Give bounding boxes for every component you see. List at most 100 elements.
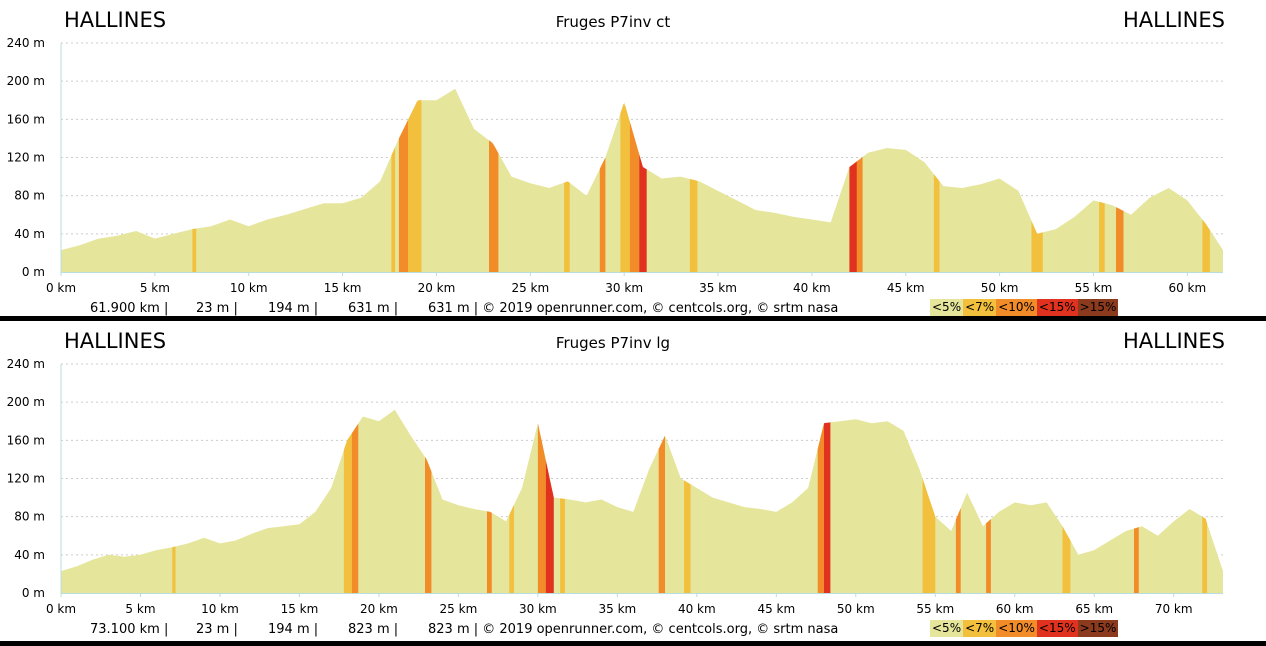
y-tick-label: 160 m: [7, 433, 45, 447]
stat-min-elevation: 23 m |: [196, 301, 238, 316]
x-tick-label: 65 km: [1075, 602, 1113, 616]
steep-segment: [1031, 221, 1043, 272]
stat-max-elevation: 194 m |: [268, 622, 319, 637]
y-tick-label: 200 m: [7, 395, 45, 409]
elevation-area: [61, 409, 1223, 593]
legend-item-lt10: <10%: [996, 620, 1037, 637]
x-tick-label: 70 km: [1155, 602, 1193, 616]
steep-segment: [922, 478, 936, 593]
stat-distance: 73.100 km |: [90, 622, 169, 637]
steep-segment: [351, 423, 359, 593]
chart-title: Fruges P7inv lg: [555, 334, 671, 352]
steep-segment: [425, 457, 432, 593]
steep-segment: [343, 433, 352, 593]
steep-segment: [689, 179, 698, 272]
x-tick-label: 0 km: [46, 602, 76, 616]
steep-segment: [537, 423, 546, 593]
steep-segment: [629, 121, 640, 272]
steep-segment: [986, 519, 991, 593]
steep-segment: [856, 157, 863, 272]
x-tick-label: 0 km: [46, 281, 76, 295]
steep-segment: [599, 157, 606, 272]
legend-item-lt7: <7%: [963, 620, 997, 637]
y-tick-label: 160 m: [7, 112, 45, 126]
steep-segment: [933, 174, 940, 272]
steep-segment: [955, 508, 961, 593]
stat-ascent: 631 m |: [348, 301, 399, 316]
steep-segment: [398, 119, 409, 272]
x-tick-label: 25 km: [440, 602, 478, 616]
x-tick-label: 60 km: [1168, 281, 1206, 295]
steep-segment: [1134, 527, 1139, 593]
steep-segment: [1202, 219, 1210, 272]
slope-legend: <5% <7% <10% <15% >15%: [930, 620, 1119, 637]
x-tick-label: 35 km: [598, 602, 636, 616]
x-tick-label: 15 km: [281, 602, 319, 616]
stat-max-elevation: 194 m |: [268, 301, 319, 316]
steep-segment: [620, 104, 630, 272]
y-tick-label: 240 m: [7, 36, 45, 50]
x-tick-label: 20 km: [360, 602, 398, 616]
legend-item-lt15: <15%: [1036, 299, 1078, 316]
x-tick-label: 25 km: [511, 281, 549, 295]
end-label: HALLINES: [1122, 8, 1225, 32]
steep-segment: [849, 161, 857, 272]
stat-distance: 61.900 km |: [90, 301, 169, 316]
legend-item-lt7: <7%: [963, 299, 997, 316]
steep-segment: [564, 181, 570, 272]
x-tick-label: 15 km: [324, 281, 362, 295]
steep-segment: [639, 154, 647, 272]
start-label: HALLINES: [64, 329, 167, 353]
legend-item-lt15: <15%: [1036, 620, 1078, 637]
steep-segment: [509, 504, 514, 593]
y-tick-label: 0 m: [22, 265, 45, 279]
steep-segment: [817, 423, 824, 593]
x-tick-label: 40 km: [793, 281, 831, 295]
steep-segment: [408, 100, 422, 272]
x-tick-label: 30 km: [605, 281, 643, 295]
stat-ascent: 823 m |: [348, 622, 399, 637]
y-tick-label: 0 m: [22, 586, 45, 600]
x-tick-label: 20 km: [418, 281, 456, 295]
steep-segment: [489, 140, 499, 272]
stat-descent-credits: 823 m | © 2019 openrunner.com, © centcol…: [428, 622, 839, 637]
steep-segment: [1116, 207, 1124, 272]
start-label: HALLINES: [64, 8, 167, 32]
stat-descent-credits: 631 m | © 2019 openrunner.com, © centcol…: [428, 301, 839, 316]
y-tick-label: 80 m: [14, 510, 45, 524]
legend-item-gt15: >15%: [1077, 299, 1119, 316]
x-tick-label: 50 km: [981, 281, 1019, 295]
steep-segment: [487, 511, 492, 593]
y-tick-label: 240 m: [7, 357, 45, 371]
y-tick-label: 40 m: [14, 227, 45, 241]
elevation-chart-2: 0 m 40 m 80 m 120 m 160 m 200 m 240 m 0 km 5 km 1…: [7, 357, 1223, 616]
x-tick-label: 55 km: [1075, 281, 1113, 295]
x-tick-label: 5 km: [140, 281, 170, 295]
chart-title: Fruges P7inv ct: [555, 13, 671, 31]
x-tick-label: 10 km: [201, 602, 239, 616]
end-label: HALLINES: [1122, 329, 1225, 353]
steep-segment: [192, 228, 197, 272]
x-tick-label: 40 km: [678, 602, 716, 616]
stat-min-elevation: 23 m |: [196, 622, 238, 637]
profile-panel-2: 0 m 40 m 80 m 120 m 160 m 200 m 240 m 0 km 5 km 1…: [0, 321, 1266, 641]
y-tick-label: 80 m: [14, 189, 45, 203]
elevation-chart-1: 0 m 40 m 80 m 120 m 160 m 200 m 240 m 0 km 5 km 1…: [7, 36, 1223, 295]
steep-segment: [684, 480, 691, 593]
profile-panel-1: 0 m 40 m 80 m 120 m 160 m 200 m 240 m 0 km 5 km 1…: [0, 0, 1266, 316]
steep-segment: [545, 460, 554, 593]
y-tick-label: 120 m: [7, 472, 45, 486]
x-tick-label: 50 km: [837, 602, 875, 616]
steep-segment: [172, 546, 176, 593]
x-tick-label: 35 km: [699, 281, 737, 295]
steep-segment: [824, 422, 831, 593]
legend-item-lt5: <5%: [930, 620, 964, 637]
x-tick-label: 45 km: [887, 281, 925, 295]
steep-segment: [1062, 526, 1071, 593]
x-tick-label: 30 km: [519, 602, 557, 616]
steep-segment: [658, 435, 665, 593]
steep-segment: [560, 498, 565, 593]
x-tick-label: 5 km: [125, 602, 155, 616]
x-tick-label: 60 km: [996, 602, 1034, 616]
legend-item-gt15: >15%: [1077, 620, 1119, 637]
